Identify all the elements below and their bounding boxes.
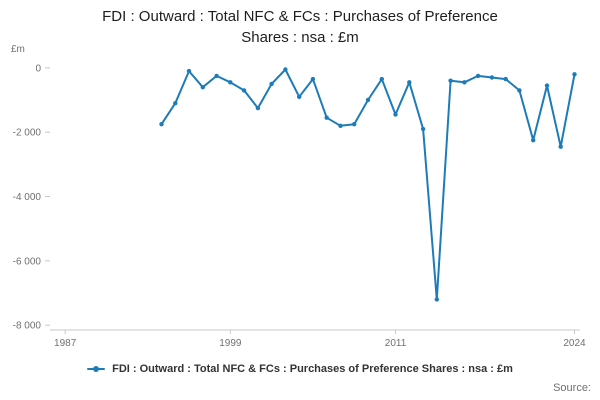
- series-marker: [283, 67, 288, 72]
- series-marker: [558, 144, 563, 149]
- series-marker: [255, 105, 261, 111]
- series-line: [160, 68, 576, 301]
- series-marker: [420, 126, 426, 132]
- series-marker: [297, 94, 302, 100]
- series-marker: [434, 297, 439, 302]
- svg-text:-8 000: -8 000: [13, 321, 42, 332]
- series-marker: [489, 75, 495, 80]
- series-marker: [324, 115, 329, 120]
- series-marker: [214, 73, 219, 79]
- series-marker: [544, 83, 550, 88]
- series-marker: [448, 78, 453, 83]
- legend-line-marker: [87, 366, 106, 372]
- svg-text:1987: 1987: [54, 338, 77, 349]
- svg-text:0: 0: [35, 63, 41, 74]
- chart-title: FDI : Outward : Total NFC & FCs : Purcha…: [0, 6, 600, 48]
- series-marker: [531, 138, 536, 143]
- series-marker: [517, 88, 522, 93]
- series-marker: [379, 76, 384, 82]
- series-marker: [338, 123, 343, 128]
- series-marker: [310, 76, 316, 82]
- line-chart: 0 -2 000 -4 000 -6 000 -8 000 1987 1999 2011 202…: [13, 63, 586, 349]
- series-marker: [173, 101, 178, 106]
- x-axis: 1987 1999 2011 2024: [50, 329, 586, 349]
- series-marker: [228, 80, 233, 85]
- series: [159, 67, 577, 302]
- legend: FDI : Outward : Total NFC & FCs : Purcha…: [0, 363, 600, 375]
- svg-text:-6 000: -6 000: [13, 256, 42, 267]
- series-marker: [186, 68, 192, 74]
- y-axis-unit-label: £m: [11, 44, 25, 55]
- source-label: Source:: [553, 382, 591, 394]
- svg-text:2024: 2024: [563, 338, 586, 349]
- series-marker: [159, 122, 164, 127]
- series-marker: [462, 80, 467, 85]
- legend-item[interactable]: FDI : Outward : Total NFC & FCs : Purcha…: [87, 363, 513, 375]
- series-marker: [269, 81, 274, 87]
- series-marker: [200, 85, 205, 90]
- series-marker: [407, 80, 412, 85]
- svg-text:-4 000: -4 000: [13, 192, 42, 203]
- series-marker: [572, 72, 577, 77]
- chart-title-line-2: Shares : nsa : £m: [241, 29, 359, 46]
- series-marker: [475, 73, 481, 79]
- series-marker: [241, 88, 247, 93]
- legend-dot-icon: [93, 366, 100, 372]
- chart-title-line-1: FDI : Outward : Total NFC & FCs : Purcha…: [102, 8, 498, 25]
- series-marker: [352, 122, 357, 127]
- y-axis: 0 -2 000 -4 000 -6 000 -8 000: [13, 63, 50, 332]
- series-marker: [365, 97, 371, 103]
- series-marker: [393, 112, 398, 117]
- svg-text:1999: 1999: [219, 338, 242, 349]
- svg-text:-2 000: -2 000: [13, 128, 42, 139]
- series-marker: [503, 76, 508, 82]
- legend-label: FDI : Outward : Total NFC & FCs : Purcha…: [112, 363, 513, 375]
- svg-text:2011: 2011: [385, 338, 407, 349]
